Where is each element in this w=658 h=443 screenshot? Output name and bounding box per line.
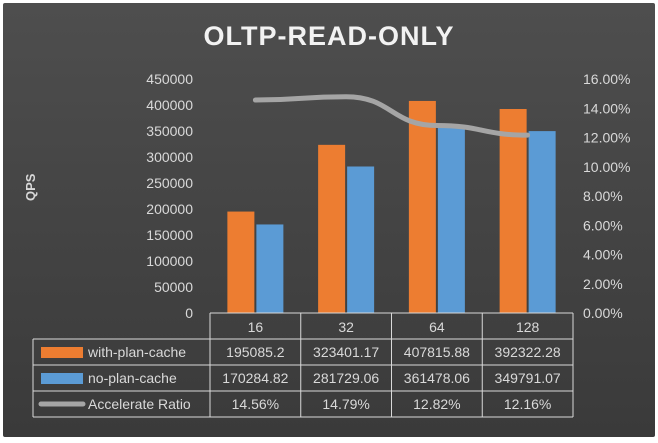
chart-container: OLTP-READ-ONLY QPS 0 50000 100000 150000 200… xyxy=(3,3,655,437)
chart-plot: 0 50000 100000 150000 200000 250000 300000 3500… xyxy=(32,71,630,418)
data-label: 392322.28 xyxy=(495,344,561,360)
y-right-tick-label: 8.00% xyxy=(583,188,623,204)
chart-title: OLTP-READ-ONLY xyxy=(203,21,455,51)
data-label: 349791.07 xyxy=(495,370,561,386)
line-accelerate-ratio xyxy=(252,94,531,138)
y-left-tick-label: 350000 xyxy=(146,123,193,139)
legend-label: Accelerate Ratio xyxy=(88,396,191,412)
data-label: 12.16% xyxy=(504,396,551,412)
legend-key-no-plan-cache xyxy=(41,373,83,384)
x-tick-label: 64 xyxy=(429,319,445,335)
data-label: 14.56% xyxy=(232,396,279,412)
bar-with-plan-cache xyxy=(318,144,346,313)
y-left-tick-label: 0 xyxy=(185,305,193,321)
y-left-tick-label: 450000 xyxy=(146,71,193,87)
bar-no-plan-cache xyxy=(437,125,465,314)
y-right-tick-label: 4.00% xyxy=(583,247,623,263)
bar-no-plan-cache xyxy=(528,131,556,313)
data-label: 14.79% xyxy=(322,396,369,412)
x-tick-label: 32 xyxy=(338,319,354,335)
data-label: 170284.82 xyxy=(222,370,288,386)
y-right-tick-label: 6.00% xyxy=(583,217,623,233)
y-right-tick-label: 10.00% xyxy=(583,159,630,175)
bar-no-plan-cache xyxy=(347,166,375,313)
y-left-tick-label: 50000 xyxy=(154,279,193,295)
x-tick-label: 16 xyxy=(248,319,264,335)
legend-key-with-plan-cache xyxy=(41,347,83,358)
data-label: 361478.06 xyxy=(404,370,470,386)
data-label: 281729.06 xyxy=(313,370,379,386)
y-right-tick-label: 16.00% xyxy=(583,71,630,87)
y-left-tick-label: 400000 xyxy=(146,97,193,113)
y-right-tick-label: 0.00% xyxy=(583,305,623,321)
bar-with-plan-cache xyxy=(227,211,255,313)
bar-with-plan-cache xyxy=(499,108,527,313)
data-label: 407815.88 xyxy=(404,344,470,360)
data-label: 323401.17 xyxy=(313,344,379,360)
data-label: 195085.2 xyxy=(226,344,285,360)
y-left-tick-label: 100000 xyxy=(146,253,193,269)
y-left-tick-label: 300000 xyxy=(146,149,193,165)
y-right-tick-label: 2.00% xyxy=(583,276,623,292)
y-left-tick-label: 200000 xyxy=(146,201,193,217)
legend-label: with-plan-cache xyxy=(87,344,186,360)
legend-label: no-plan-cache xyxy=(88,370,177,386)
y-right-tick-label: 14.00% xyxy=(583,100,630,116)
data-label: 12.82% xyxy=(413,396,460,412)
x-tick-label: 128 xyxy=(516,319,540,335)
bar-with-plan-cache xyxy=(408,100,436,313)
y-right-tick-label: 12.00% xyxy=(583,130,630,146)
y-left-tick-label: 250000 xyxy=(146,175,193,191)
y-left-tick-label: 150000 xyxy=(146,227,193,243)
bar-no-plan-cache xyxy=(256,224,284,313)
